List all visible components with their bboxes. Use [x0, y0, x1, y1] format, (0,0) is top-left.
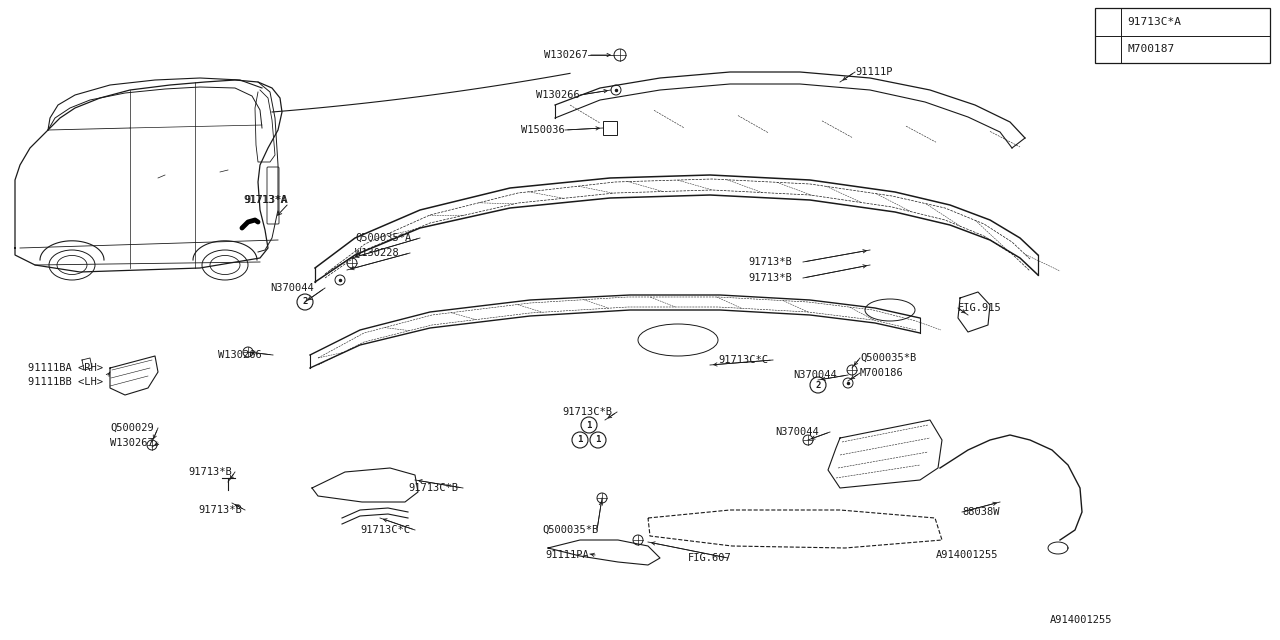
Text: Q500035*B: Q500035*B	[860, 353, 916, 363]
Text: 2: 2	[815, 381, 820, 390]
Text: FIG.607: FIG.607	[689, 553, 732, 563]
Text: W130266: W130266	[218, 350, 261, 360]
Bar	[1094, 8, 1270, 63]
Text: 91713C*C: 91713C*C	[718, 355, 768, 365]
Text: 1: 1	[586, 420, 591, 429]
Text: M700187: M700187	[1126, 44, 1174, 54]
Text: N370044: N370044	[774, 427, 819, 437]
Text: W130266: W130266	[536, 90, 580, 100]
Text: Q500035*B: Q500035*B	[541, 525, 598, 535]
Text: W150036: W150036	[521, 125, 564, 135]
Text: 91713*B: 91713*B	[748, 257, 792, 267]
Text: 91713C*A: 91713C*A	[1126, 17, 1181, 27]
Text: 91713C*B: 91713C*B	[562, 407, 612, 417]
Text: A914001255: A914001255	[1050, 615, 1112, 625]
FancyBboxPatch shape	[268, 167, 279, 224]
Text: FIG.915: FIG.915	[957, 303, 1002, 313]
Text: 91111BA <RH>: 91111BA <RH>	[28, 363, 102, 373]
Text: W130267: W130267	[110, 438, 154, 448]
Text: 88038W: 88038W	[963, 507, 1000, 517]
Text: 2: 2	[302, 298, 307, 307]
Text: 91713C*C: 91713C*C	[360, 525, 410, 535]
Text: 1: 1	[595, 435, 600, 445]
Text: 91111P: 91111P	[855, 67, 892, 77]
Text: 91713*B: 91713*B	[198, 505, 242, 515]
Text: N370044: N370044	[270, 283, 314, 293]
Text: W130267: W130267	[544, 50, 588, 60]
Text: 1: 1	[577, 435, 582, 445]
Bar	[603, 121, 617, 135]
Text: 91713*A: 91713*A	[244, 195, 288, 205]
Text: 91111BB <LH>: 91111BB <LH>	[28, 377, 102, 387]
Text: 91713*B: 91713*B	[188, 467, 232, 477]
Text: 91713C*B: 91713C*B	[408, 483, 458, 493]
Text: 1: 1	[1106, 17, 1111, 26]
Text: 91713*A: 91713*A	[243, 195, 287, 205]
Text: 2: 2	[1106, 45, 1111, 54]
Text: 91713*B: 91713*B	[748, 273, 792, 283]
Text: Q500029: Q500029	[110, 423, 154, 433]
Text: A914001255: A914001255	[936, 550, 998, 560]
Text: 91111PA: 91111PA	[545, 550, 589, 560]
Text: W130228: W130228	[355, 248, 399, 258]
Text: N370044: N370044	[794, 370, 837, 380]
Text: M700186: M700186	[860, 368, 904, 378]
Text: Q500035*A: Q500035*A	[355, 233, 411, 243]
